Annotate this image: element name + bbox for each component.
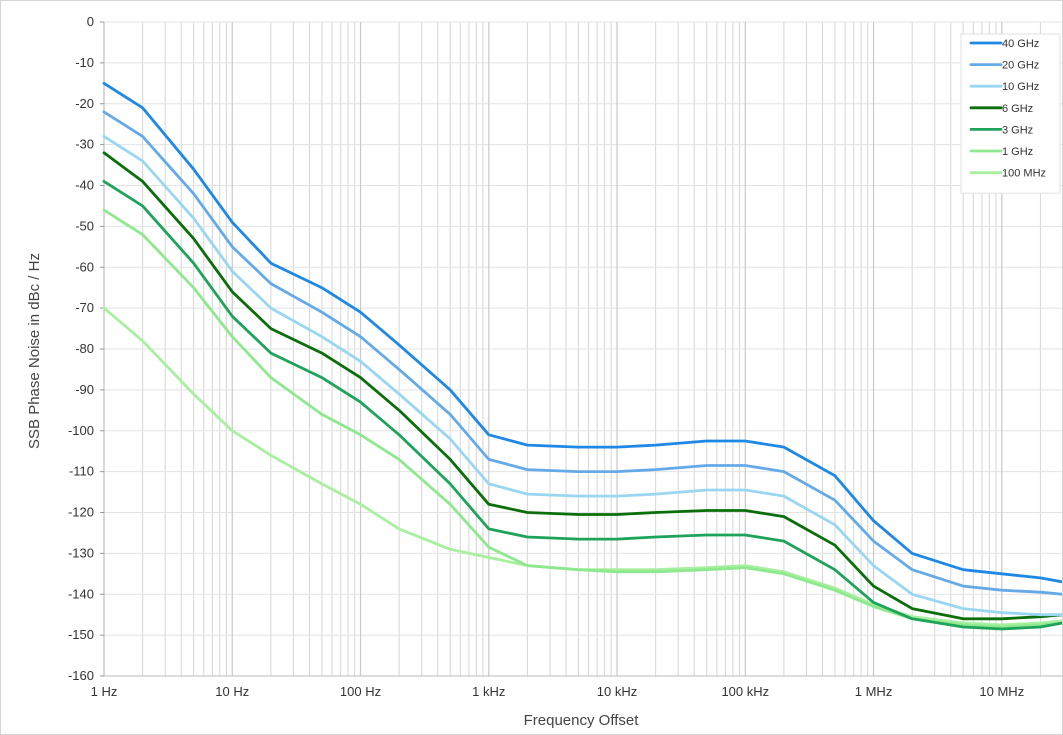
y-tick-label: -140 xyxy=(68,586,94,601)
series-line xyxy=(102,110,1062,596)
y-tick-label: -30 xyxy=(75,137,94,152)
y-axis-title: SSB Phase Noise in dBc / Hz xyxy=(26,253,43,449)
y-tick-label: -100 xyxy=(68,423,94,438)
y-tick-label: -130 xyxy=(68,545,94,560)
major-gridlines xyxy=(103,21,1062,677)
legend: 40 GHz 20 GHz 10 GHz 6 GHz 3 GHz 1 GHz 100 MHz xyxy=(960,33,1061,194)
series-line xyxy=(102,81,1062,584)
legend-label: 1 GHz xyxy=(1002,146,1033,158)
y-tick-label: -160 xyxy=(68,668,94,683)
y-tick-label: -10 xyxy=(75,55,94,70)
y-tick-label: 0 xyxy=(87,14,94,29)
legend-label: 6 GHz xyxy=(1002,103,1033,115)
y-tick-label: -40 xyxy=(75,178,94,193)
series-line xyxy=(102,179,1062,631)
legend-label: 10 GHz xyxy=(1002,81,1039,93)
series-line xyxy=(102,208,1062,629)
x-tick-label: 1 MHz xyxy=(855,684,893,699)
y-tick-label: -150 xyxy=(68,627,94,642)
y-tick-label: -20 xyxy=(75,96,94,111)
x-tick-label: 1 kHz xyxy=(472,684,505,699)
x-tick-label: 10 Hz xyxy=(215,684,249,699)
y-tick-label: -70 xyxy=(75,300,94,315)
x-tick-label: 10 MHz xyxy=(979,684,1024,699)
x-tick-label: 100 kHz xyxy=(721,684,769,699)
y-tick-label: -90 xyxy=(75,382,94,397)
series-line xyxy=(102,306,1062,627)
x-axis-title: Frequency Offset xyxy=(524,712,640,729)
series-line xyxy=(102,151,1062,621)
y-axis-ticks: 0 -10 -20 -30 -40 -50 -60 -70 -80 -90 -100 -110 -120… xyxy=(68,14,104,683)
legend-label: 40 GHz xyxy=(1002,38,1039,50)
x-axis-ticks: 1 Hz 10 Hz 100 Hz 1 kHz 10 kHz 100 kHz 1 MHz 10… xyxy=(91,684,1025,699)
x-tick-label: 1 Hz xyxy=(91,684,118,699)
y-tick-label: -80 xyxy=(75,341,94,356)
legend-label: 3 GHz xyxy=(1002,124,1033,136)
legend-label: 20 GHz xyxy=(1002,60,1039,72)
series-line xyxy=(102,134,1062,617)
y-tick-label: -120 xyxy=(68,505,94,520)
series-lines xyxy=(102,81,1062,631)
y-tick-label: -50 xyxy=(75,218,94,233)
x-tick-label: 100 Hz xyxy=(340,684,381,699)
legend-box xyxy=(960,33,1061,194)
y-tick-label: -110 xyxy=(69,464,94,479)
x-tick-label: 10 kHz xyxy=(597,684,637,699)
y-tick-label: -60 xyxy=(75,259,94,274)
legend-label: 100 MHz xyxy=(1002,168,1046,180)
